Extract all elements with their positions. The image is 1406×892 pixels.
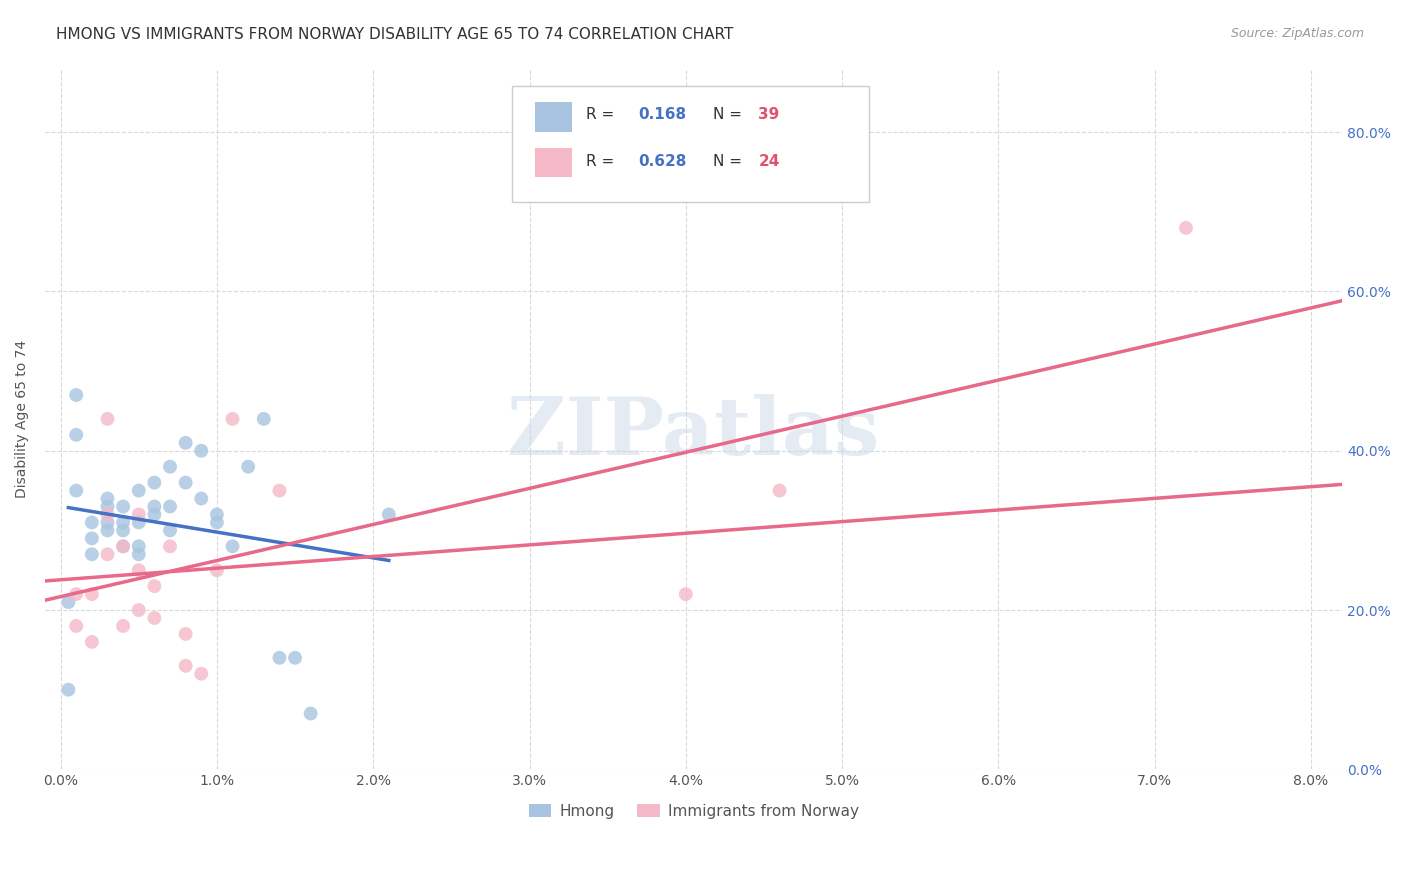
- Point: [128, 516, 150, 530]
- Text: N =: N =: [713, 106, 747, 121]
- Point: [112, 539, 135, 553]
- Text: ZIPatlas: ZIPatlas: [508, 394, 880, 472]
- Text: Source: ZipAtlas.com: Source: ZipAtlas.com: [1230, 27, 1364, 40]
- Point: [128, 563, 150, 577]
- Point: [96, 491, 118, 506]
- Point: [128, 547, 150, 561]
- Point: [174, 658, 197, 673]
- Text: 0.628: 0.628: [638, 154, 686, 169]
- Point: [174, 627, 197, 641]
- Point: [205, 508, 228, 522]
- Point: [58, 595, 80, 609]
- Point: [128, 539, 150, 553]
- Point: [143, 611, 166, 625]
- Point: [80, 532, 103, 546]
- Text: 0.168: 0.168: [638, 106, 686, 121]
- Point: [143, 475, 166, 490]
- Point: [128, 508, 150, 522]
- Point: [378, 508, 401, 522]
- Point: [65, 619, 87, 633]
- Point: [159, 500, 181, 514]
- Point: [253, 412, 276, 426]
- Point: [768, 483, 790, 498]
- Point: [128, 603, 150, 617]
- Point: [112, 524, 135, 538]
- Point: [143, 508, 166, 522]
- Point: [96, 500, 118, 514]
- Point: [299, 706, 322, 721]
- Text: 24: 24: [758, 154, 780, 169]
- Text: 39: 39: [758, 106, 780, 121]
- Point: [675, 587, 697, 601]
- Point: [80, 547, 103, 561]
- Point: [80, 516, 103, 530]
- Point: [143, 500, 166, 514]
- Point: [112, 516, 135, 530]
- Point: [80, 587, 103, 601]
- Text: HMONG VS IMMIGRANTS FROM NORWAY DISABILITY AGE 65 TO 74 CORRELATION CHART: HMONG VS IMMIGRANTS FROM NORWAY DISABILI…: [56, 27, 734, 42]
- Point: [269, 650, 291, 665]
- Point: [190, 666, 212, 681]
- Point: [96, 412, 118, 426]
- Point: [205, 563, 228, 577]
- Point: [65, 388, 87, 402]
- Point: [96, 547, 118, 561]
- Point: [269, 483, 291, 498]
- Point: [143, 579, 166, 593]
- Point: [80, 635, 103, 649]
- Point: [174, 435, 197, 450]
- Point: [1175, 220, 1198, 235]
- Point: [96, 516, 118, 530]
- Point: [65, 587, 87, 601]
- Point: [96, 524, 118, 538]
- Text: R =: R =: [586, 154, 619, 169]
- Point: [65, 483, 87, 498]
- Point: [65, 427, 87, 442]
- Point: [112, 500, 135, 514]
- Point: [174, 475, 197, 490]
- Text: R =: R =: [586, 106, 619, 121]
- Y-axis label: Disability Age 65 to 74: Disability Age 65 to 74: [15, 340, 30, 498]
- Point: [221, 539, 243, 553]
- Point: [159, 539, 181, 553]
- Point: [190, 491, 212, 506]
- Point: [159, 459, 181, 474]
- Point: [190, 443, 212, 458]
- Bar: [536, 103, 572, 132]
- Point: [128, 483, 150, 498]
- Point: [58, 682, 80, 697]
- Text: N =: N =: [713, 154, 747, 169]
- Point: [112, 539, 135, 553]
- Point: [284, 650, 307, 665]
- Point: [112, 619, 135, 633]
- Point: [205, 516, 228, 530]
- Point: [159, 524, 181, 538]
- Point: [96, 508, 118, 522]
- Point: [221, 412, 243, 426]
- Legend: Hmong, Immigrants from Norway: Hmong, Immigrants from Norway: [523, 797, 865, 825]
- Point: [238, 459, 260, 474]
- Bar: [536, 148, 572, 178]
- FancyBboxPatch shape: [512, 86, 869, 202]
